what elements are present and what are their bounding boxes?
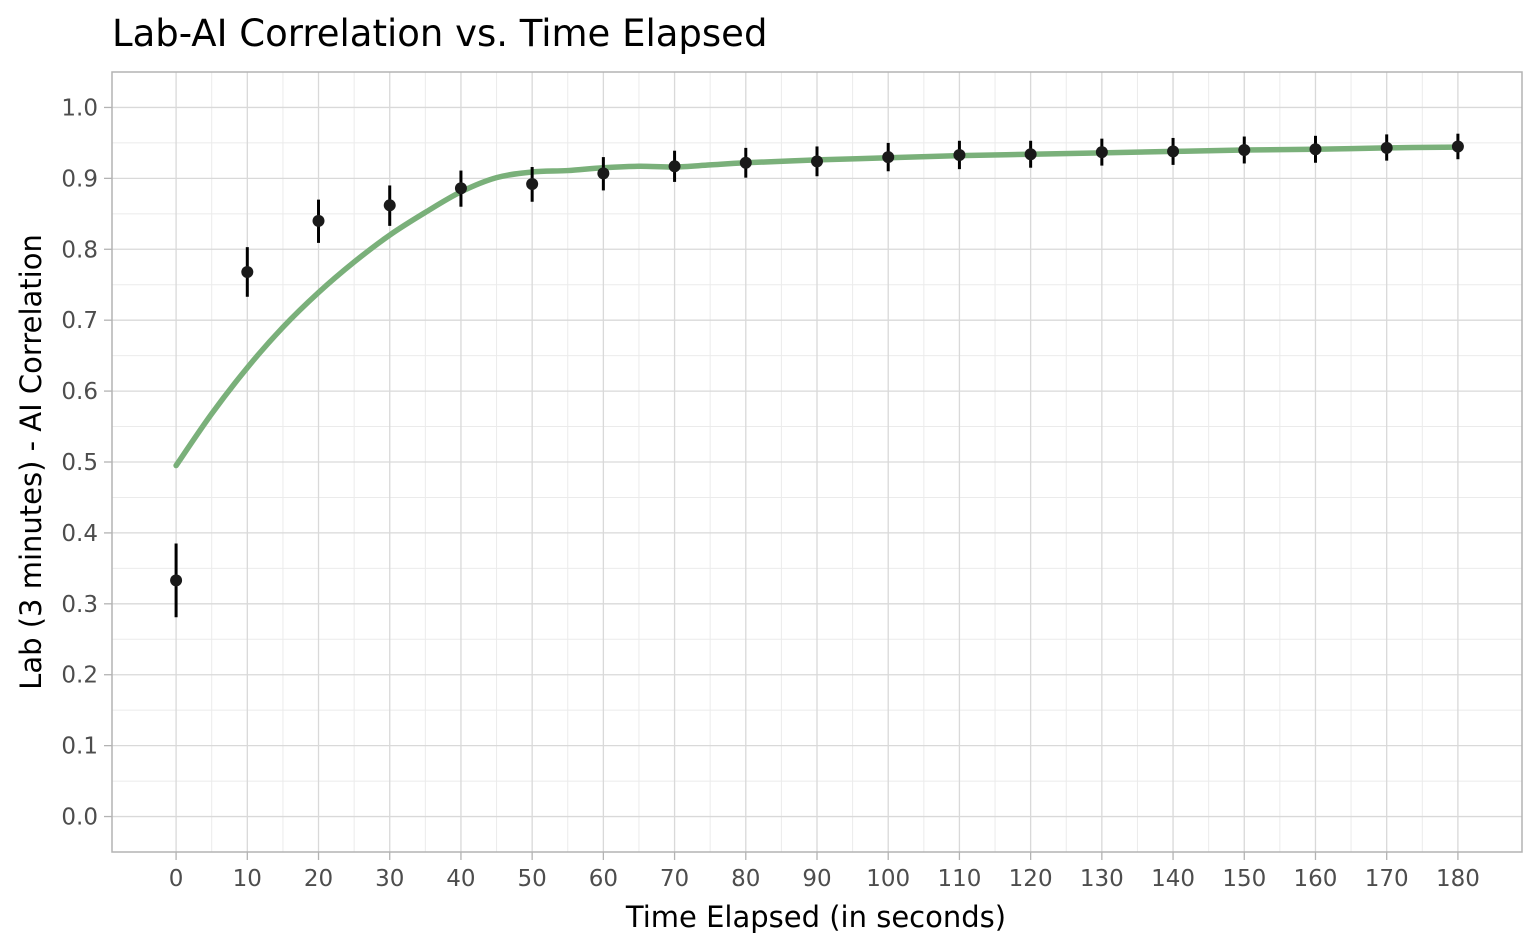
data-point <box>1024 148 1037 161</box>
x-tick-label: 120 <box>1009 866 1053 892</box>
data-point <box>882 151 895 164</box>
y-axis-title: Lab (3 minutes) - AI Correlation <box>14 234 48 690</box>
data-point <box>383 199 396 212</box>
x-tick-label: 180 <box>1436 866 1480 892</box>
y-tick-label: 0.8 <box>61 237 98 263</box>
data-point <box>1095 146 1108 159</box>
x-tick-label: 140 <box>1151 866 1195 892</box>
axis-ticks: 0 10 20 30 40 50 60 70 80 90 100 110 120 130 140 150 160… <box>61 95 1479 892</box>
plot-panel-border <box>111 71 1523 853</box>
data-point <box>1238 144 1251 156</box>
y-tick-label: 0.4 <box>61 521 98 547</box>
data-point <box>597 167 610 180</box>
data-points-layer <box>170 133 1464 618</box>
x-tick-label: 110 <box>937 866 981 892</box>
x-tick-label: 20 <box>304 866 333 892</box>
y-tick-label: 1.0 <box>61 95 98 121</box>
y-tick-label: 0.7 <box>61 308 98 334</box>
grid <box>112 72 1522 852</box>
x-tick-label: 40 <box>446 866 475 892</box>
x-tick-label: 60 <box>589 866 618 892</box>
data-point <box>526 178 539 191</box>
x-tick-label: 30 <box>375 866 404 892</box>
chart-title: Lab-AI Correlation vs. Time Elapsed <box>112 12 767 55</box>
data-point <box>739 156 752 169</box>
x-tick-label: 90 <box>802 866 831 892</box>
x-tick-label: 70 <box>660 866 689 892</box>
x-tick-label: 50 <box>518 866 547 892</box>
data-point <box>953 148 966 161</box>
data-point <box>312 214 325 227</box>
data-point <box>1380 141 1393 154</box>
data-point <box>454 182 467 195</box>
x-tick-label: 80 <box>731 866 760 892</box>
y-tick-label: 0.3 <box>61 592 98 618</box>
data-point <box>170 574 183 587</box>
data-point <box>668 160 681 173</box>
y-tick-label: 0.9 <box>61 166 98 192</box>
y-tick-label: 0.2 <box>61 663 98 689</box>
data-point <box>1167 145 1180 158</box>
data-point <box>811 155 823 168</box>
x-tick-label: 0 <box>169 866 184 892</box>
data-point <box>1451 140 1464 153</box>
x-axis-title: Time Elapsed (in seconds) <box>625 900 1006 934</box>
y-tick-label: 0.0 <box>61 805 98 831</box>
x-tick-label: 10 <box>233 866 262 892</box>
data-point <box>1309 143 1322 156</box>
x-tick-label: 130 <box>1080 866 1124 892</box>
y-tick-label: 0.6 <box>61 379 98 405</box>
y-tick-label: 0.5 <box>61 450 98 476</box>
x-tick-label: 150 <box>1222 866 1266 892</box>
x-tick-label: 160 <box>1294 866 1338 892</box>
x-tick-label: 170 <box>1365 866 1409 892</box>
y-tick-label: 0.1 <box>61 734 98 760</box>
x-tick-label: 100 <box>866 866 910 892</box>
data-point <box>241 265 254 278</box>
